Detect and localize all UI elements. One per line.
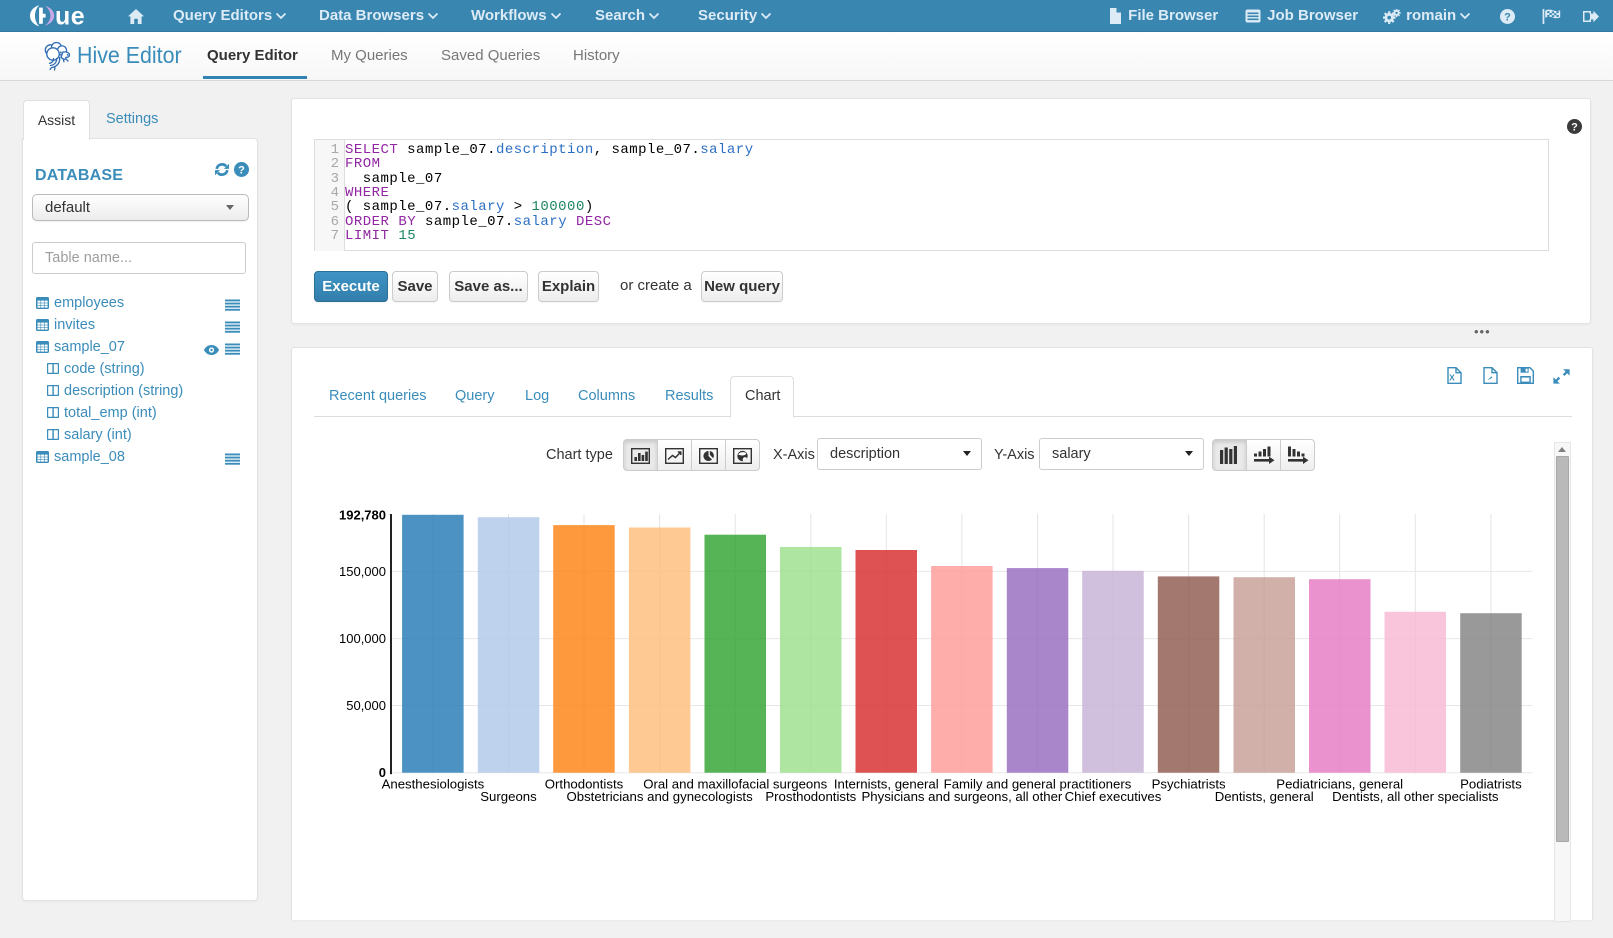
svg-text:Pediatricians, general: Pediatricians, general (1276, 777, 1403, 792)
svg-text:192,780: 192,780 (339, 507, 386, 522)
svg-text:?: ? (1571, 122, 1578, 134)
svg-text:Oral and maxillofacial surgeon: Oral and maxillofacial surgeons (643, 777, 827, 792)
svg-text:50,000: 50,000 (346, 698, 386, 713)
svg-text:Internists, general: Internists, general (834, 777, 939, 792)
svg-text:Dentists, general: Dentists, general (1215, 789, 1314, 804)
svg-text:Podiatrists: Podiatrists (1460, 777, 1522, 792)
svg-text:Family and general practitione: Family and general practitioners (944, 777, 1132, 792)
svg-text:?: ? (238, 165, 245, 177)
svg-text:Dentists, all other specialist: Dentists, all other specialists (1332, 789, 1499, 804)
svg-text:Surgeons: Surgeons (480, 789, 537, 804)
svg-text:Chief executives: Chief executives (1065, 789, 1162, 804)
svg-text:?: ? (1504, 11, 1511, 23)
svg-text:100,000: 100,000 (339, 631, 386, 646)
svg-text:ue: ue (55, 4, 85, 28)
svg-text:Prosthodontists: Prosthodontists (765, 789, 856, 804)
svg-text:Physicians and surgeons, all o: Physicians and surgeons, all other (861, 789, 1062, 804)
svg-text:Obstetricians and gynecologist: Obstetricians and gynecologists (566, 789, 753, 804)
svg-text:X: X (1449, 373, 1455, 383)
svg-text:Psychiatrists: Psychiatrists (1152, 777, 1226, 792)
svg-text:0: 0 (379, 765, 386, 780)
svg-text:Orthodontists: Orthodontists (545, 777, 624, 792)
svg-text:Anesthesiologists: Anesthesiologists (382, 777, 485, 792)
svg-text:150,000: 150,000 (339, 564, 386, 579)
